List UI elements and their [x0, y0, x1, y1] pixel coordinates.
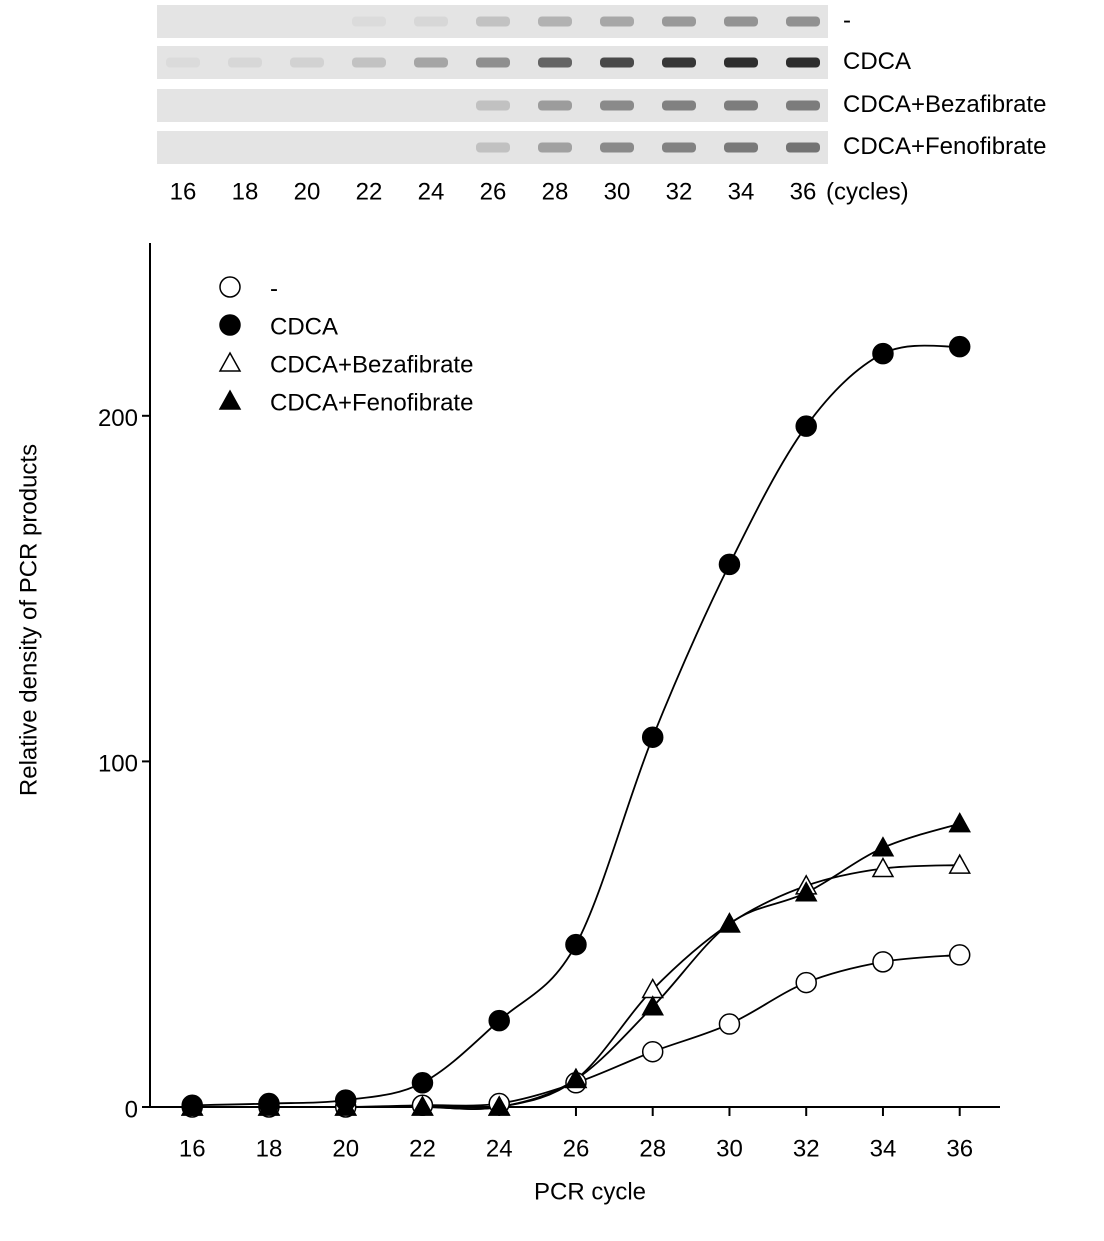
- gel-band: [228, 58, 262, 68]
- gel-cycle-label: 18: [232, 178, 259, 205]
- y-tick-label: 0: [125, 1096, 138, 1123]
- data-point: [873, 952, 893, 972]
- figure: - CDCA CDCA+Bezafibrate CDCA+Fenofibrate 16 1…: [0, 0, 1104, 1241]
- lane-label: CDCA+Bezafibrate: [843, 91, 1046, 118]
- gel-cycle-label: 16: [170, 178, 197, 205]
- x-tick-label: 18: [256, 1135, 283, 1162]
- gel-band: [476, 58, 510, 68]
- legend-label: CDCA+Fenofibrate: [270, 389, 473, 416]
- lane-label: CDCA: [843, 48, 911, 75]
- data-point: [950, 814, 970, 832]
- page: {"gel": {"lanes": ["-", "CDCA", "CDCA+Be…: [0, 0, 1104, 1241]
- gel-band: [352, 58, 386, 68]
- x-tick-label: 20: [332, 1135, 359, 1162]
- gel-band: [662, 17, 696, 27]
- gel-cycle-label: 32: [666, 178, 693, 205]
- data-point: [873, 838, 893, 856]
- gel-band: [538, 17, 572, 27]
- gel-cycle-label: 26: [480, 178, 507, 205]
- gel-band: [414, 58, 448, 68]
- data-point: [950, 945, 970, 965]
- data-point: [719, 554, 739, 574]
- gel-band: [600, 143, 634, 153]
- data-point: [796, 973, 816, 993]
- x-tick-label: 34: [870, 1135, 897, 1162]
- legend-marker: [220, 315, 240, 335]
- gel-cycle-label: 20: [294, 178, 321, 205]
- x-tick-label: 24: [486, 1135, 513, 1162]
- y-tick-label: 200: [98, 405, 138, 432]
- gel-band: [786, 143, 820, 153]
- gel-band: [600, 58, 634, 68]
- x-tick-label: 28: [639, 1135, 666, 1162]
- gel-band: [724, 58, 758, 68]
- gel-band: [600, 17, 634, 27]
- data-point: [950, 337, 970, 357]
- gel-band: [538, 143, 572, 153]
- gel-band: [724, 143, 758, 153]
- gel-cycle-label: 28: [542, 178, 569, 205]
- legend-marker: [220, 277, 240, 297]
- gel-cycle-label: 22: [356, 178, 383, 205]
- data-point: [489, 1011, 509, 1031]
- gel-band: [662, 143, 696, 153]
- legend-label: CDCA: [270, 313, 338, 340]
- gel-band: [476, 143, 510, 153]
- gel-band: [538, 101, 572, 111]
- legend-label: -: [270, 275, 278, 302]
- y-axis-label: Relative density of PCR products: [15, 444, 42, 796]
- x-tick-label: 36: [946, 1135, 973, 1162]
- gel-cycle-label: 30: [604, 178, 631, 205]
- gel-image: - CDCA CDCA+Bezafibrate CDCA+Fenofibrate 16 1…: [157, 5, 1046, 205]
- data-point: [566, 935, 586, 955]
- gel-unit-label: (cycles): [826, 178, 909, 205]
- x-tick-label: 26: [563, 1135, 590, 1162]
- data-point: [719, 1014, 739, 1034]
- legend-marker: [220, 391, 240, 409]
- legend-marker: [220, 353, 240, 371]
- gel-band: [786, 101, 820, 111]
- gel-band: [724, 101, 758, 111]
- gel-cycle-label: 24: [418, 178, 445, 205]
- x-tick-label: 32: [793, 1135, 820, 1162]
- gel-band: [476, 101, 510, 111]
- gel-cycle-label: 34: [728, 178, 755, 205]
- x-tick-label: 30: [716, 1135, 743, 1162]
- y-tick-label: 100: [98, 751, 138, 778]
- lane-label: CDCA+Fenofibrate: [843, 133, 1046, 160]
- gel-band: [476, 17, 510, 27]
- gel-band: [662, 58, 696, 68]
- series-line: [192, 346, 959, 1106]
- gel-band: [786, 58, 820, 68]
- gel-band: [166, 58, 200, 68]
- lane-label: -: [843, 7, 851, 34]
- gel-band: [414, 17, 448, 27]
- gel-band: [352, 17, 386, 27]
- data-point: [412, 1073, 432, 1093]
- x-tick-label: 22: [409, 1135, 436, 1162]
- data-point: [950, 855, 970, 873]
- data-point: [643, 1042, 663, 1062]
- x-tick-label: 16: [179, 1135, 206, 1162]
- legend-label: CDCA+Bezafibrate: [270, 351, 473, 378]
- data-point: [643, 727, 663, 747]
- gel-band: [786, 17, 820, 27]
- series-line: [192, 824, 959, 1109]
- gel-band: [724, 17, 758, 27]
- gel-cycle-label: 36: [790, 178, 817, 205]
- gel-band: [662, 101, 696, 111]
- data-point: [719, 914, 739, 932]
- x-axis-label: PCR cycle: [534, 1178, 646, 1205]
- data-point: [873, 344, 893, 364]
- gel-band: [600, 101, 634, 111]
- gel-band: [538, 58, 572, 68]
- data-point: [796, 416, 816, 436]
- gel-band: [290, 58, 324, 68]
